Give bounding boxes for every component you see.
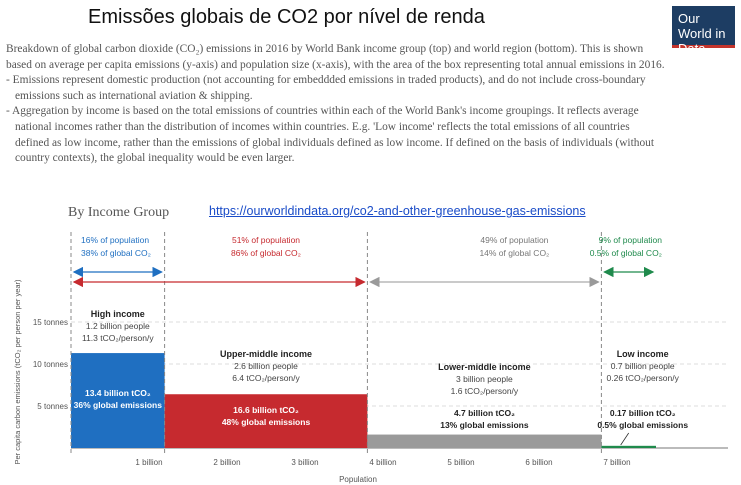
x-tick-label: 2 billion xyxy=(213,458,240,467)
bar-low-income xyxy=(601,445,656,448)
people-label: 1.2 billion people xyxy=(86,321,150,331)
per-capita-label: 0.26 tCO₂/person/y xyxy=(607,373,680,383)
population-share-label: 51% of population xyxy=(232,235,300,245)
people-label: 0.7 billion people xyxy=(611,361,675,371)
emissions-label: 13.4 billion tCO₂ xyxy=(85,388,151,398)
emissions-label: 16.6 billion tCO₂ xyxy=(233,405,299,415)
x-tick-label: 1 billion xyxy=(135,458,162,467)
owid-logo[interactable]: Our World in Data xyxy=(672,6,735,56)
chart-description: Breakdown of global carbon dioxide (CO₂)… xyxy=(6,42,666,167)
description-intro: Breakdown of global carbon dioxide (CO₂)… xyxy=(6,43,665,71)
emissions-share-label: 38% of global CO₂ xyxy=(81,248,151,258)
leader-line xyxy=(620,432,630,446)
bar-high-income xyxy=(71,353,165,448)
y-tick-label: 15 tonnes xyxy=(33,318,68,327)
x-tick-label: 7 billion xyxy=(603,458,630,467)
description-bullet-1: - Emissions represent domestic productio… xyxy=(6,74,646,102)
x-axis-title: Population xyxy=(339,475,377,484)
global-share-label: 36% global emissions xyxy=(74,400,163,410)
people-label: 3 billion people xyxy=(456,374,513,384)
description-bullet-2: - Aggregation by income is based on the … xyxy=(6,105,654,165)
x-tick-label: 4 billion xyxy=(369,458,396,467)
global-share-label: 13% global emissions xyxy=(440,420,529,430)
people-label: 2.6 billion people xyxy=(234,361,298,371)
x-tick-label: 5 billion xyxy=(447,458,474,467)
per-capita-label: 6.4 tCO₂/person/y xyxy=(232,373,300,383)
x-tick-label: 3 billion xyxy=(291,458,318,467)
group-name-label: Low income xyxy=(617,349,669,359)
emissions-label: 0.17 billion tCO₂ xyxy=(610,408,676,418)
per-capita-label: 11.3 tCO₂/person/y xyxy=(82,333,154,343)
global-share-label: 48% global emissions xyxy=(222,417,311,427)
group-name-label: Lower-middle income xyxy=(438,362,531,372)
group-name-label: High income xyxy=(91,309,145,319)
population-share-label: 49% of population xyxy=(480,235,548,245)
per-capita-label: 1.6 tCO₂/person/y xyxy=(451,386,519,396)
group-name-label: Upper-middle income xyxy=(220,349,312,359)
population-share-label: 9% of population xyxy=(599,235,663,245)
emissions-label: 4.7 billion tCO₂ xyxy=(454,408,515,418)
population-share-label: 16% of population xyxy=(81,235,149,245)
x-tick-label: 6 billion xyxy=(525,458,552,467)
y-axis-title: Per capita carbon emissions (tCO₂ per pe… xyxy=(13,279,22,465)
source-link[interactable]: https://ourworldindata.org/co2-and-other… xyxy=(209,204,586,218)
bar-lower-middle-income xyxy=(367,434,602,448)
emissions-share-label: 14% of global CO₂ xyxy=(479,248,549,258)
bar-upper-middle-income xyxy=(164,394,368,448)
chart-subtitle: By Income Group xyxy=(68,205,170,220)
page-title: Emissões globais de CO2 por nível de ren… xyxy=(88,6,485,28)
emissions-share-label: 86% of global CO₂ xyxy=(231,248,301,258)
y-tick-label: 10 tonnes xyxy=(33,360,68,369)
global-share-label: 0.5% global emissions xyxy=(597,420,688,430)
y-tick-label: 5 tonnes xyxy=(37,402,68,411)
emissions-share-label: 0.5% of global CO₂ xyxy=(590,248,662,258)
